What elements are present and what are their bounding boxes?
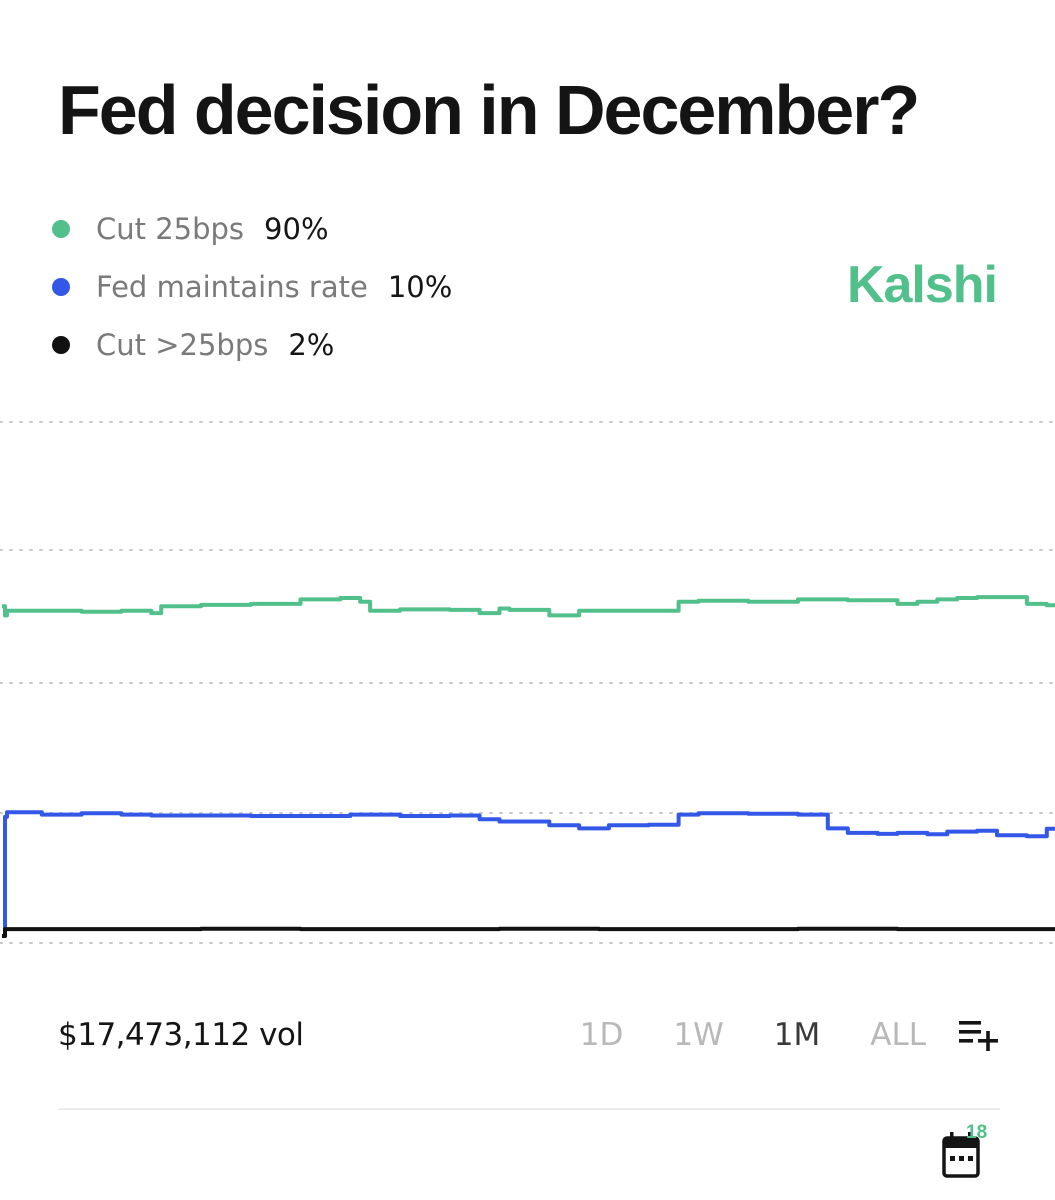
legend: Cut 25bps 90% Fed maintains rate 10% Cut… — [52, 200, 452, 374]
footer-divider — [58, 1108, 1000, 1110]
legend-label: Fed maintains rate — [96, 270, 368, 304]
page-title: Fed decision in December? — [58, 71, 920, 149]
chart-footer: $17,473,112 vol 1D 1W 1M ALL — [58, 1010, 1000, 1060]
range-1m-button[interactable]: 1M — [773, 1017, 821, 1053]
legend-label: Cut >25bps — [96, 328, 269, 362]
legend-dot-icon — [52, 336, 70, 354]
legend-value: 90% — [264, 212, 329, 246]
chart-series — [2, 595, 1055, 938]
series-line-fed-maintains-rate — [2, 810, 1055, 938]
legend-label: Cut 25bps — [96, 212, 245, 246]
kalshi-logo: Kalshi — [846, 256, 998, 314]
series-line-cut-over-25bps — [2, 926, 1055, 938]
legend-dot-icon — [52, 220, 70, 238]
time-range-selector: 1D 1W 1M ALL — [530, 1017, 1000, 1053]
chart-grid — [0, 421, 1055, 944]
range-all-button[interactable]: ALL — [870, 1017, 926, 1053]
calendar-icon[interactable] — [938, 1122, 998, 1182]
series-line-cut-25bps — [2, 595, 1055, 618]
calendar-badge: 18 — [966, 1122, 988, 1143]
legend-item-cut-25bps[interactable]: Cut 25bps 90% — [52, 200, 452, 258]
legend-dot-icon — [52, 278, 70, 296]
range-1d-button[interactable]: 1D — [579, 1017, 624, 1053]
legend-value: 10% — [387, 270, 453, 304]
list-add-icon[interactable] — [958, 1017, 1000, 1053]
legend-value: 2% — [288, 328, 335, 362]
range-1w-button[interactable]: 1W — [673, 1017, 724, 1053]
legend-item-fed-maintains-rate[interactable]: Fed maintains rate 10% — [52, 258, 452, 316]
volume-label: $17,473,112 vol — [58, 1017, 304, 1053]
legend-item-cut-over-25bps[interactable]: Cut >25bps 2% — [52, 316, 452, 374]
price-chart[interactable] — [0, 400, 1055, 1000]
